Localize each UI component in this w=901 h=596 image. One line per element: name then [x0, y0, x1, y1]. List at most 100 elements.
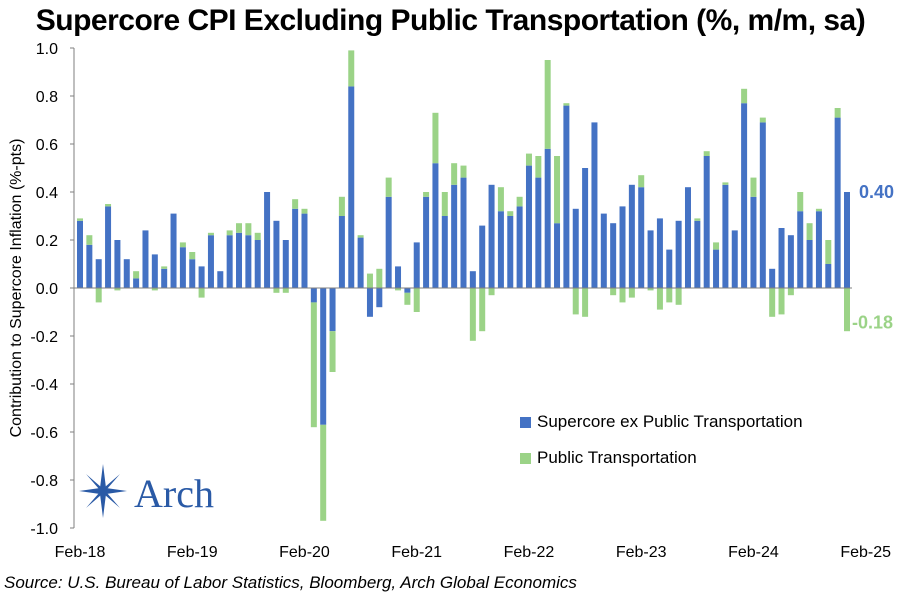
bar-supercore — [292, 208, 299, 288]
bar-supercore — [441, 216, 448, 288]
bar-supercore — [282, 240, 289, 288]
bar-public-transportation — [329, 331, 336, 372]
bar-public-transportation — [647, 288, 654, 291]
y-tick-label: -0.4 — [30, 377, 58, 394]
bar-supercore — [198, 266, 205, 288]
y-tick-label: -0.2 — [30, 329, 58, 346]
bar-public-transportation — [815, 208, 822, 212]
bar-public-transportation — [572, 288, 579, 315]
bar-public-transportation — [357, 235, 364, 238]
bar-supercore — [750, 196, 757, 288]
x-tick-label: Feb-23 — [616, 544, 667, 561]
bar-public-transportation — [189, 252, 196, 260]
bar-public-transportation — [638, 175, 645, 188]
bar-supercore — [395, 266, 402, 288]
bar-public-transportation — [507, 211, 514, 216]
bar-public-transportation — [348, 50, 355, 87]
bar-public-transportation — [151, 288, 158, 291]
bar-public-transportation — [338, 196, 345, 216]
bar-public-transportation — [769, 288, 776, 317]
bar-public-transportation — [806, 223, 813, 240]
bar-supercore — [432, 163, 439, 288]
bar-supercore — [95, 259, 102, 288]
bar-supercore — [348, 86, 355, 289]
bar-supercore — [376, 288, 383, 308]
y-tick-label: 0.0 — [36, 281, 58, 298]
bar-supercore — [77, 220, 83, 288]
x-tick-label: Feb-21 — [391, 544, 442, 561]
bar-public-transportation — [694, 218, 701, 221]
bar-supercore — [264, 192, 271, 288]
bar-public-transportation — [77, 218, 83, 221]
bar-supercore — [666, 249, 673, 288]
legend-label-supercore: Supercore ex Public Transportation — [537, 412, 803, 431]
bar-supercore — [207, 235, 214, 288]
bar-public-transportation — [273, 288, 280, 293]
bar-supercore — [189, 259, 196, 288]
bar-public-transportation — [366, 273, 373, 288]
bar-supercore — [254, 240, 261, 288]
logo-text: Arch — [134, 471, 214, 516]
bar-supercore — [600, 213, 607, 288]
bar-public-transportation — [86, 235, 93, 245]
bar-public-transportation — [95, 288, 102, 303]
bar-public-transportation — [376, 268, 383, 288]
bar-public-transportation — [750, 177, 757, 197]
bar-public-transportation — [544, 60, 551, 149]
bar-supercore — [236, 232, 243, 288]
arch-logo: Arch — [78, 462, 214, 525]
bar-supercore — [787, 235, 794, 288]
y-axis-title: Contribution to Supercore Inflation (%-p… — [8, 139, 25, 438]
bar-public-transportation — [423, 192, 430, 197]
bar-supercore — [563, 105, 570, 288]
bar-public-transportation — [703, 151, 710, 156]
bar-public-transportation — [722, 182, 729, 185]
bar-supercore — [479, 225, 486, 288]
bar-public-transportation — [207, 232, 214, 236]
bar-supercore — [544, 148, 551, 288]
bar-public-transportation — [619, 288, 626, 303]
bar-supercore — [301, 213, 308, 288]
bar-supercore — [497, 211, 504, 288]
stacked-bar-chart: 1.0 0.8 0.6 0.4 0.2 0.0 -0.2 -0.4 -0.6 -0.8 -1.0 F… — [8, 41, 894, 561]
compass-star-icon — [78, 462, 128, 525]
bar-supercore — [825, 264, 832, 288]
y-tick-label: 0.6 — [36, 137, 58, 154]
bar-supercore — [722, 184, 729, 288]
bar-public-transportation — [628, 288, 635, 298]
bar-supercore — [638, 187, 645, 288]
bar-supercore — [628, 184, 635, 288]
bar-supercore — [423, 196, 430, 288]
bar-supercore — [105, 206, 112, 288]
bar-supercore — [273, 220, 280, 288]
x-tick-label: Feb-20 — [279, 544, 330, 561]
bar-supercore — [245, 235, 252, 288]
bar-supercore — [741, 103, 748, 288]
bar-public-transportation — [133, 271, 140, 279]
bar-supercore — [338, 216, 345, 288]
bar-supercore — [413, 242, 420, 288]
bar-supercore — [179, 247, 186, 288]
bar-public-transportation — [310, 302, 317, 428]
y-tick-label: -0.8 — [30, 473, 58, 490]
bar-supercore — [507, 216, 514, 288]
bar-supercore — [320, 288, 327, 425]
bar-supercore — [759, 122, 766, 289]
bar-public-transportation — [797, 192, 804, 212]
bar-supercore — [366, 288, 373, 317]
y-tick-label: 0.2 — [36, 233, 58, 250]
bar-public-transportation — [582, 288, 589, 317]
bar-supercore — [713, 249, 720, 288]
bar-supercore — [170, 213, 177, 288]
bar-supercore — [460, 177, 467, 288]
x-tick-label: Feb-24 — [728, 544, 779, 561]
bars-group — [77, 50, 850, 521]
bar-supercore — [844, 192, 850, 288]
bar-public-transportation — [759, 117, 766, 123]
bar-supercore — [151, 254, 158, 288]
bar-supercore — [591, 122, 598, 289]
bar-public-transportation — [563, 103, 570, 106]
bar-supercore — [582, 168, 589, 288]
bar-public-transportation — [525, 153, 532, 166]
bar-supercore — [703, 156, 710, 288]
